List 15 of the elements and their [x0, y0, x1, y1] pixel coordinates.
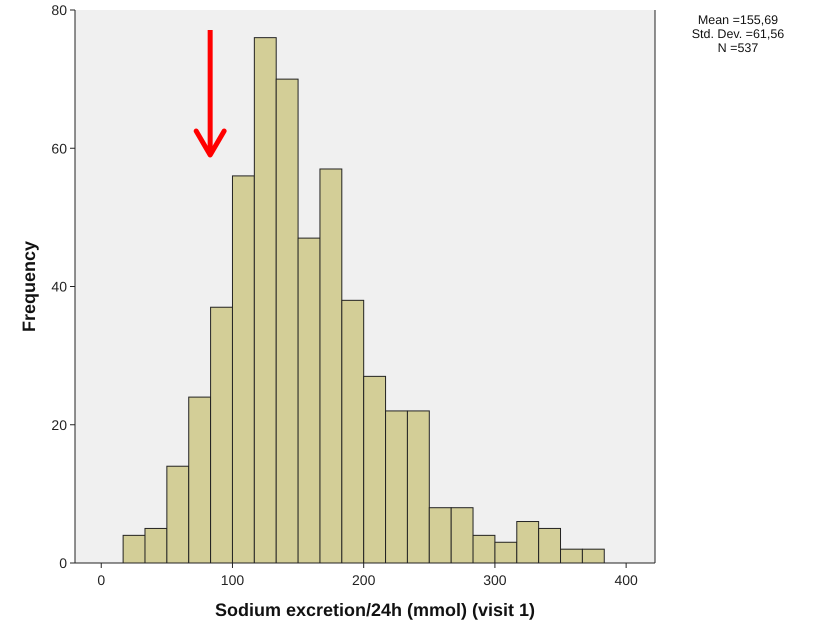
- x-tick-label: 100: [220, 572, 244, 588]
- text: Mean =155,69: [698, 13, 778, 27]
- x-tick-label: 400: [614, 572, 638, 588]
- y-tick-label: 20: [51, 416, 68, 433]
- x-tick-label: 0: [97, 572, 106, 588]
- text: N =537: [718, 41, 758, 55]
- x-axis-title: Sodium excretion/24h (mmol) (visit 1): [214, 600, 536, 620]
- y-tick-label: 0: [59, 555, 68, 571]
- x-tick-label: 300: [483, 572, 507, 588]
- y-axis-title: Frequency: [19, 240, 39, 332]
- text: Std. Dev. =61,56: [692, 27, 784, 41]
- y-tick-label: 60: [51, 140, 68, 156]
- x-tick-label: 200: [352, 572, 376, 588]
- y-tick-label: 80: [51, 2, 68, 18]
- y-tick-label: 40: [51, 278, 68, 294]
